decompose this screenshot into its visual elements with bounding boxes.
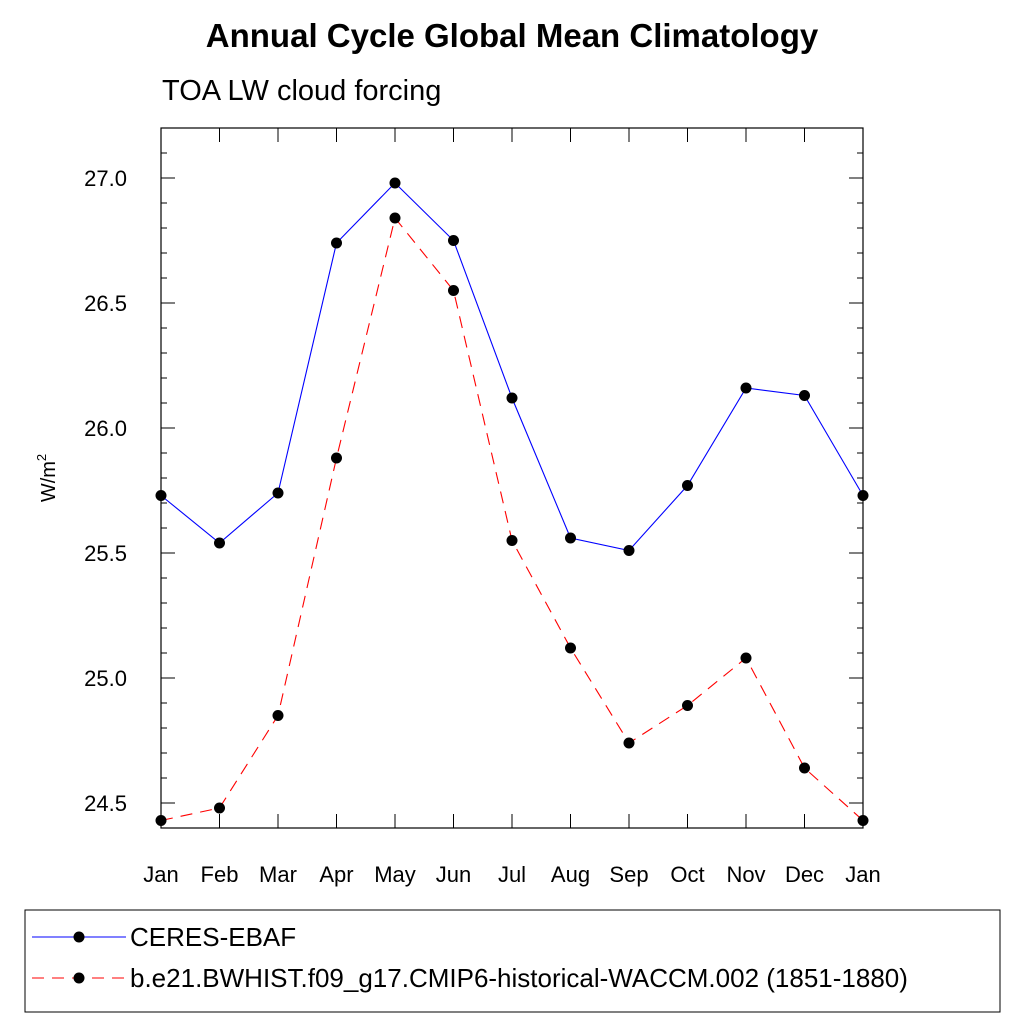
series-0-point <box>331 237 342 249</box>
series-layer <box>155 177 869 826</box>
y-axis-label-text: W/m <box>38 461 60 502</box>
x-tick-label: Dec <box>785 862 824 887</box>
x-tick-label: Mar <box>259 862 297 887</box>
series-line-1 <box>160 216 864 822</box>
y-tick-label: 25.0 <box>84 666 127 691</box>
series-1-point <box>565 642 576 654</box>
series-0-point <box>389 177 401 189</box>
series-1-point <box>506 535 518 546</box>
series-1-point <box>740 652 752 664</box>
axis-ticks <box>160 127 864 829</box>
y-axis-label-superscript: 2 <box>34 454 49 461</box>
series-0-point <box>506 392 518 404</box>
x-tick-label: Oct <box>670 862 704 887</box>
x-tick-label: May <box>374 862 416 887</box>
series-0-point <box>682 480 693 491</box>
x-tick-label: Sep <box>609 862 648 887</box>
x-tick-label: Nov <box>726 862 765 887</box>
series-1-point <box>623 737 635 749</box>
legend-label-1: b.e21.BWHIST.f09_g17.CMIP6-historical-WA… <box>130 963 908 993</box>
series-1-point <box>272 710 284 721</box>
series-0-point <box>214 537 225 549</box>
plot-frame <box>160 127 864 829</box>
y-tick-label: 27.0 <box>84 166 127 191</box>
legend: CERES-EBAF b.e21.BWHIST.f09_g17.CMIP6-his… <box>24 909 1001 1013</box>
x-tick-label: Jun <box>436 862 471 887</box>
series-1-point <box>389 212 401 224</box>
x-tick-label: Jan <box>845 862 880 887</box>
legend-marker-1 <box>73 972 85 984</box>
series-0-point <box>740 382 752 394</box>
x-tick-label: Apr <box>319 862 353 887</box>
series-0-point <box>799 390 810 401</box>
legend-label-0: CERES-EBAF <box>130 922 296 952</box>
legend-box <box>24 909 1001 1013</box>
series-0-point <box>448 235 459 246</box>
series-1-point <box>682 700 693 711</box>
y-axis-label: W/m2 <box>34 454 60 502</box>
series-1-point <box>331 452 342 464</box>
series-1-point <box>214 802 225 814</box>
series-line-0 <box>160 182 864 552</box>
x-tick-label: Aug <box>551 862 590 887</box>
series-0-point <box>272 487 284 499</box>
y-tick-label: 26.5 <box>84 291 127 316</box>
y-tick-label: 26.0 <box>84 416 127 441</box>
y-tick-label: 25.5 <box>84 541 127 566</box>
tick-labels: Jan Feb Mar Apr May Jun Jul Aug Sep Oct Nov Dec Jan 2… <box>84 166 881 887</box>
series-1-point <box>799 762 810 774</box>
x-tick-label: Jan <box>143 862 178 887</box>
chart-subtitle: TOA LW cloud forcing <box>162 75 441 107</box>
x-tick-label: Feb <box>201 862 239 887</box>
svg-text:W/m2: W/m2 <box>34 454 60 502</box>
series-0-point <box>565 532 576 544</box>
series-1-point <box>448 285 459 296</box>
x-tick-label: Jul <box>498 862 526 887</box>
chart-title: Annual Cycle Global Mean Climatology <box>206 17 819 54</box>
y-tick-label: 24.5 <box>84 791 127 816</box>
legend-marker-0 <box>73 931 85 943</box>
series-0-point <box>623 545 635 556</box>
